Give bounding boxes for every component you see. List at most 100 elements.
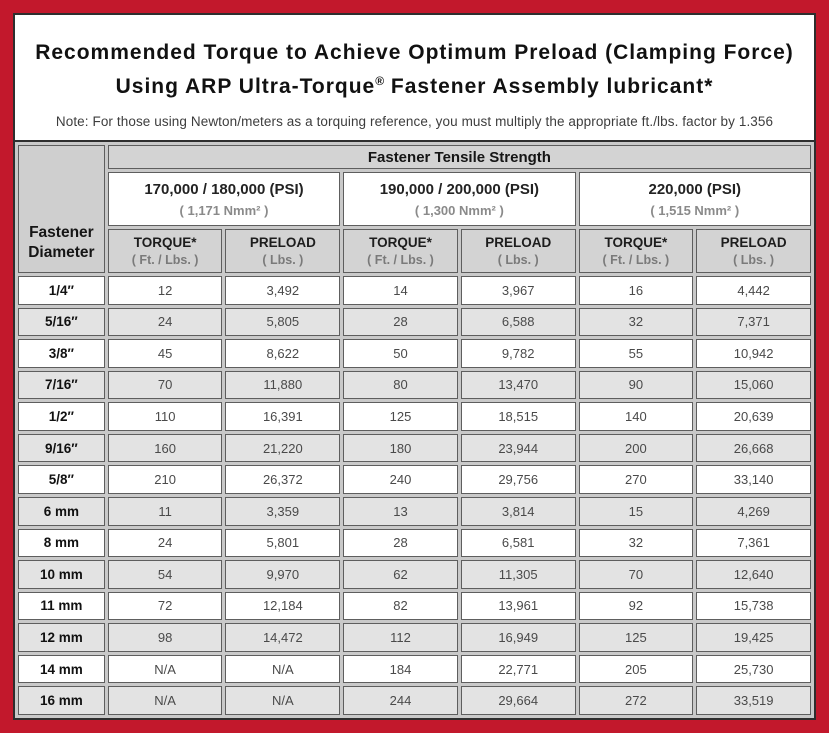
- diameter-cell: 5/8″: [18, 465, 105, 494]
- preload-cell: 16,391: [225, 402, 341, 431]
- preload-cell: 29,664: [460, 686, 576, 715]
- torque-column-header-3: TORQUE* ( Ft. / Lbs. ): [578, 229, 694, 273]
- diameter-cell: 11 mm: [18, 591, 105, 621]
- strength-group-3-header: 220,000 (PSI) ( 1,515 Nmm² ): [578, 172, 811, 226]
- preload-cell: 12,640: [696, 560, 811, 589]
- strength-group-3-psi: 220,000 (PSI): [648, 180, 742, 198]
- table-row: 1/2″ 110 16,391 125 18,515 140 20,639: [18, 402, 811, 431]
- strength-group-2-header: 190,000 / 200,000 (PSI) ( 1,300 Nmm² ): [343, 172, 576, 226]
- torque-cell: 32: [578, 528, 694, 558]
- torque-cell: 140: [578, 402, 694, 431]
- diameter-cell: 1/4″: [18, 276, 105, 305]
- torque-label: TORQUE*: [133, 235, 197, 250]
- diameter-cell: 10 mm: [18, 560, 105, 589]
- preload-cell: 13,470: [460, 370, 576, 400]
- preload-cell: 29,756: [460, 465, 576, 494]
- torque-cell: 16: [578, 276, 694, 305]
- preload-cell: 20,639: [696, 402, 811, 431]
- preload-cell: 6,581: [460, 528, 576, 558]
- preload-cell: 9,970: [225, 560, 341, 589]
- torque-cell: N/A: [107, 686, 223, 715]
- torque-cell: 14: [343, 276, 458, 305]
- preload-cell: 3,814: [460, 496, 576, 526]
- strength-group-2-psi: 190,000 / 200,000 (PSI): [379, 180, 539, 198]
- preload-cell: 21,220: [225, 433, 341, 463]
- preload-cell: 4,442: [696, 276, 811, 305]
- torque-cell: 32: [578, 307, 694, 337]
- preload-label: PRELOAD: [249, 235, 316, 250]
- torque-cell: 272: [578, 686, 694, 715]
- torque-label: TORQUE*: [604, 235, 668, 250]
- torque-cell: 72: [107, 591, 223, 621]
- torque-cell: 184: [343, 654, 458, 684]
- torque-cell: 50: [343, 339, 458, 368]
- preload-unit: ( Lbs. ): [497, 253, 539, 267]
- preload-label: PRELOAD: [720, 235, 787, 250]
- diameter-cell: 5/16″: [18, 307, 105, 337]
- table-row: 14 mm N/A N/A 184 22,771 205 25,730: [18, 654, 811, 684]
- fastener-diameter-header-line1: Fastener: [29, 224, 94, 241]
- fastener-diameter-header-line2: Diameter: [28, 244, 95, 261]
- diameter-cell: 6 mm: [18, 496, 105, 526]
- preload-cell: 15,738: [696, 591, 811, 621]
- strength-group-3-nmm: ( 1,515 Nmm² ): [650, 202, 740, 218]
- title-section: Recommended Torque to Achieve Optimum Pr…: [15, 15, 814, 140]
- torque-cell: 12: [107, 276, 223, 305]
- torque-cell: 24: [107, 307, 223, 337]
- diameter-cell: 12 mm: [18, 623, 105, 652]
- torque-label: TORQUE*: [369, 235, 432, 250]
- preload-cell: 14,472: [225, 623, 341, 652]
- preload-label: PRELOAD: [485, 235, 552, 250]
- torque-cell: 92: [578, 591, 694, 621]
- table-row: 1/4″ 12 3,492 14 3,967 16 4,442: [18, 276, 811, 305]
- preload-cell: 5,805: [225, 307, 341, 337]
- strength-group-1-nmm: ( 1,171 Nmm² ): [179, 202, 269, 218]
- table-row: 3/8″ 45 8,622 50 9,782 55 10,942: [18, 339, 811, 368]
- preload-cell: 11,880: [225, 370, 341, 400]
- torque-cell: 13: [343, 496, 458, 526]
- torque-table: Fastener Diameter Fastener Tensile Stren…: [15, 142, 814, 718]
- torque-cell: 205: [578, 654, 694, 684]
- page-title-line2: Using ARP Ultra-Torque® Fastener Assembl…: [15, 67, 814, 101]
- strength-group-1-header: 170,000 / 180,000 (PSI) ( 1,171 Nmm² ): [107, 172, 341, 226]
- content-panel: Recommended Torque to Achieve Optimum Pr…: [13, 13, 816, 720]
- torque-cell: 125: [578, 623, 694, 652]
- torque-cell: 55: [578, 339, 694, 368]
- table-row: 6 mm 11 3,359 13 3,814 15 4,269: [18, 496, 811, 526]
- preload-column-header-3: PRELOAD ( Lbs. ): [696, 229, 811, 273]
- torque-cell: 28: [343, 528, 458, 558]
- fastener-diameter-header: Fastener Diameter: [18, 145, 105, 273]
- torque-table-area: Fastener Diameter Fastener Tensile Stren…: [15, 140, 814, 718]
- torque-cell: 244: [343, 686, 458, 715]
- preload-cell: 23,944: [460, 433, 576, 463]
- torque-cell: 270: [578, 465, 694, 494]
- preload-cell: 11,305: [460, 560, 576, 589]
- diameter-cell: 9/16″: [18, 433, 105, 463]
- table-row: 5/8″ 210 26,372 240 29,756 270 33,140: [18, 465, 811, 494]
- torque-cell: 210: [107, 465, 223, 494]
- conversion-note: Note: For those using Newton/meters as a…: [55, 114, 774, 129]
- torque-cell: 70: [578, 560, 694, 589]
- preload-cell: 12,184: [225, 591, 341, 621]
- preload-cell: 15,060: [696, 370, 811, 400]
- preload-cell: 10,942: [696, 339, 811, 368]
- diameter-cell: 8 mm: [18, 528, 105, 558]
- page-title-line1: Recommended Torque to Achieve Optimum Pr…: [35, 41, 794, 64]
- torque-cell: 180: [343, 433, 458, 463]
- table-row: 5/16″ 24 5,805 28 6,588 32 7,371: [18, 307, 811, 337]
- preload-unit: ( Lbs. ): [733, 253, 775, 267]
- table-row: 12 mm 98 14,472 112 16,949 125 19,425: [18, 623, 811, 652]
- preload-cell: 9,782: [460, 339, 576, 368]
- preload-cell: 26,372: [225, 465, 341, 494]
- table-row: 9/16″ 160 21,220 180 23,944 200 26,668: [18, 433, 811, 463]
- torque-cell: 200: [578, 433, 694, 463]
- diameter-cell: 16 mm: [18, 686, 105, 715]
- diameter-cell: 3/8″: [18, 339, 105, 368]
- preload-cell: 5,801: [225, 528, 341, 558]
- preload-column-header-2: PRELOAD ( Lbs. ): [460, 229, 576, 273]
- torque-cell: 90: [578, 370, 694, 400]
- preload-cell: 3,967: [460, 276, 576, 305]
- preload-cell: 26,668: [696, 433, 811, 463]
- strength-group-2-nmm: ( 1,300 Nmm² ): [414, 202, 504, 218]
